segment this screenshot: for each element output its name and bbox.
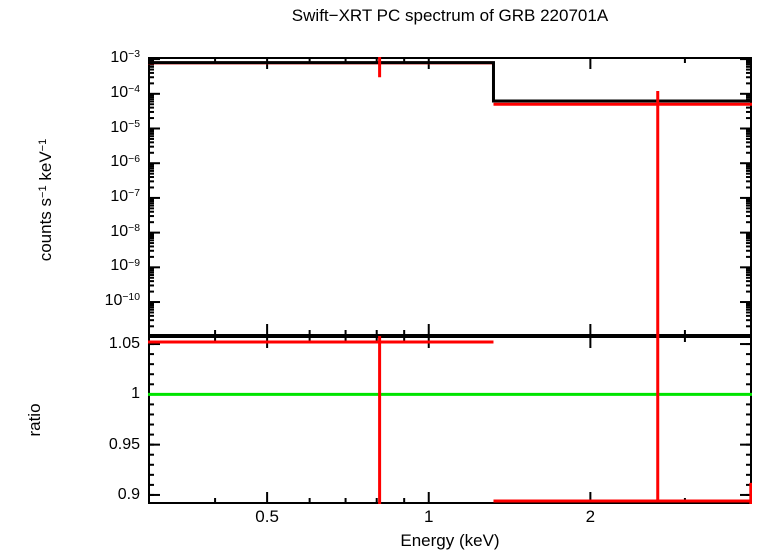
plot-title: Swift−XRT PC spectrum of GRB 220701A: [291, 6, 609, 25]
spectrum-y-axis-title: counts s−1 keV−1: [36, 138, 55, 262]
y-tick-label: 10−10: [104, 292, 140, 310]
y-tick-label: 1.05: [108, 335, 140, 353]
ratio-y-axis-title: ratio: [25, 403, 44, 437]
spectrum-panel: [148, 57, 752, 336]
y-tick-label: 10−6: [110, 153, 140, 171]
y-tick-label: 0.9: [117, 485, 140, 503]
y-tick-label: 1: [131, 385, 140, 403]
model-line: [148, 61, 752, 103]
y-tick-label: 10−9: [110, 257, 140, 275]
y-tick-label: 10−5: [110, 118, 140, 136]
y-tick-label: 10−4: [110, 83, 140, 101]
y-tick-label: 10−7: [110, 187, 140, 205]
x-tick-label: 2: [585, 507, 596, 526]
x-tick-label: 0.5: [255, 507, 279, 526]
ratio-panel: [148, 336, 752, 504]
y-tick-label: 10−8: [110, 222, 140, 240]
y-tick-label: 10−3: [110, 49, 140, 67]
y-tick-label: 0.95: [108, 435, 140, 453]
x-tick-label: 1: [424, 507, 434, 526]
panel-border: [148, 336, 752, 504]
panel-border: [148, 57, 752, 336]
x-axis-title: Energy (keV): [400, 531, 500, 550]
